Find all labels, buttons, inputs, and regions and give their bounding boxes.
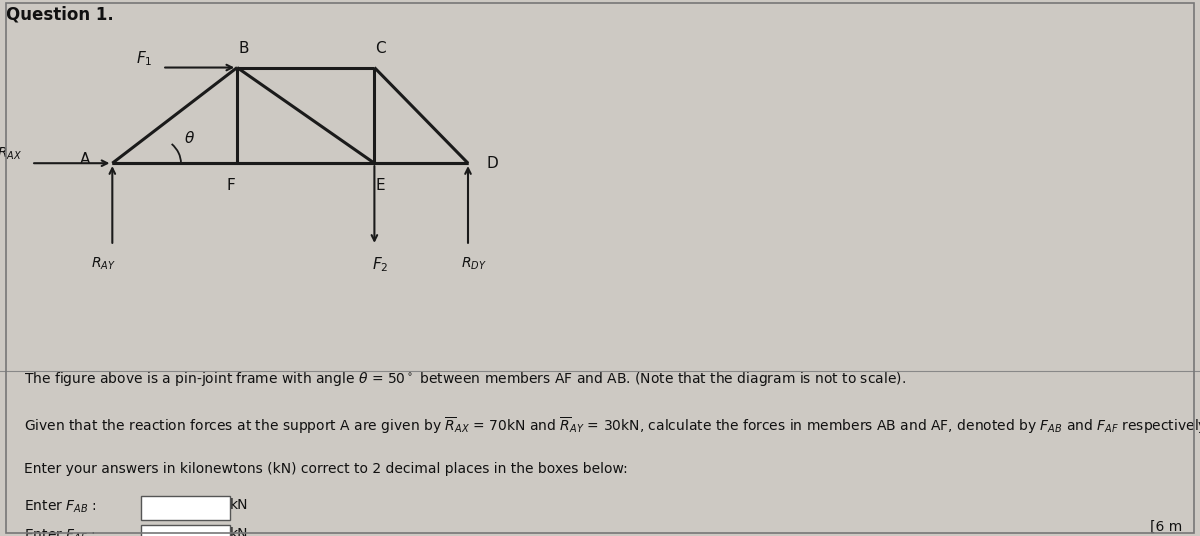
Text: kN: kN (229, 527, 248, 536)
Text: A: A (80, 152, 90, 167)
Text: $R_{AX}$: $R_{AX}$ (0, 146, 22, 162)
Text: E: E (376, 178, 385, 193)
Text: $R_{DY}$: $R_{DY}$ (461, 255, 487, 272)
Text: D: D (487, 156, 498, 170)
Text: $F_1$: $F_1$ (137, 49, 152, 68)
Text: kN: kN (229, 498, 248, 512)
Text: F: F (227, 178, 235, 193)
Text: $F_2$: $F_2$ (372, 255, 389, 274)
FancyBboxPatch shape (142, 525, 229, 536)
Text: Question 1.: Question 1. (6, 5, 114, 24)
Text: The figure above is a pin-joint frame with angle $\theta$ = 50$^\circ$ between m: The figure above is a pin-joint frame wi… (24, 370, 906, 388)
Text: Given that the reaction forces at the support A are given by $\overline{R}_{AX}$: Given that the reaction forces at the su… (24, 416, 1200, 436)
Text: Enter $F_{AB}$ :: Enter $F_{AB}$ : (24, 498, 96, 515)
Text: [6 m: [6 m (1150, 520, 1182, 534)
FancyBboxPatch shape (142, 496, 229, 520)
Text: B: B (238, 41, 248, 56)
Text: C: C (376, 41, 386, 56)
Text: Enter $F_{AF}$ :: Enter $F_{AF}$ : (24, 527, 96, 536)
Text: $\theta$: $\theta$ (184, 130, 196, 146)
Text: $R_{AY}$: $R_{AY}$ (90, 255, 115, 272)
Text: Enter your answers in kilonewtons (kN) correct to 2 decimal places in the boxes : Enter your answers in kilonewtons (kN) c… (24, 462, 628, 477)
